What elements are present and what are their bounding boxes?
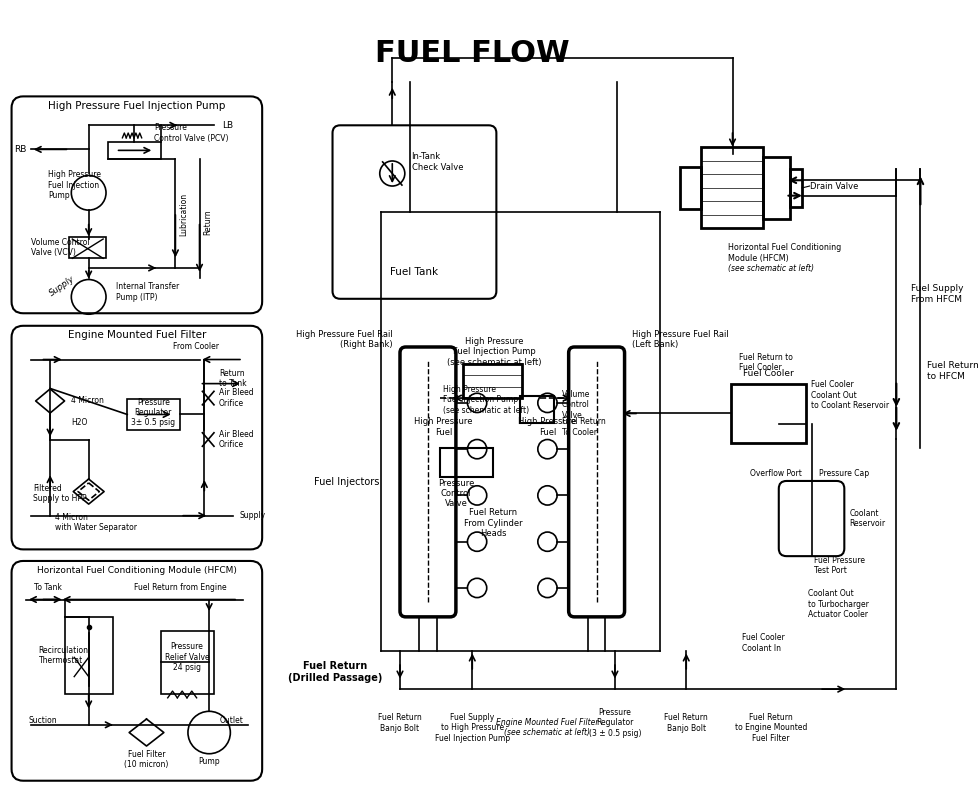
Text: Pressure
Relief Valve
24 psig: Pressure Relief Valve 24 psig: [165, 642, 210, 672]
Text: Volume
Control
Valve: Volume Control Valve: [562, 390, 590, 420]
Text: Fuel Return to
Fuel Cooler: Fuel Return to Fuel Cooler: [739, 353, 793, 372]
Text: To Tank: To Tank: [34, 583, 62, 593]
Text: Engine Mounted Fuel Filter
(see schematic at left): Engine Mounted Fuel Filter (see schemati…: [496, 718, 599, 738]
Bar: [439, 448, 493, 477]
Text: Supply: Supply: [240, 511, 267, 520]
Text: Outlet: Outlet: [220, 717, 243, 726]
Bar: [65, 617, 113, 694]
Bar: [108, 142, 161, 159]
Text: Coolant
Reservoir: Coolant Reservoir: [849, 509, 885, 528]
Text: Fuel Cooler
Coolant Out
to Coolant Reservoir: Fuel Cooler Coolant Out to Coolant Reser…: [810, 380, 889, 410]
Text: (see schematic at left): (see schematic at left): [728, 265, 813, 274]
Text: 4 Micron
with Water Separator: 4 Micron with Water Separator: [55, 513, 137, 532]
Text: Module (HFCM): Module (HFCM): [728, 254, 789, 263]
Text: In-Tank
Check Valve: In-Tank Check Valve: [412, 152, 464, 172]
Text: High Pressure
Fuel Injection Pump
(see schematic at left): High Pressure Fuel Injection Pump (see s…: [447, 337, 542, 366]
Text: Fuel Cooler
Coolant In: Fuel Cooler Coolant In: [742, 633, 785, 653]
Text: Suction: Suction: [28, 717, 57, 726]
Text: High Pressure Fuel Rail
(Right Bank): High Pressure Fuel Rail (Right Bank): [296, 330, 392, 349]
Text: High Pressure
Fuel Injection Pump
(see schematic at left): High Pressure Fuel Injection Pump (see s…: [443, 385, 529, 415]
Text: Fuel Return from Engine: Fuel Return from Engine: [134, 583, 226, 593]
Bar: [127, 399, 180, 430]
Bar: [161, 631, 214, 694]
Text: Fuel Cooler: Fuel Cooler: [743, 370, 794, 378]
Text: FUEL FLOW: FUEL FLOW: [375, 38, 569, 67]
Text: Fuel Pressure
Test Port: Fuel Pressure Test Port: [814, 556, 865, 575]
Text: Filtered
Supply to HPP: Filtered Supply to HPP: [32, 484, 86, 503]
Text: Pressure
Regulator
3± 0.5 psig: Pressure Regulator 3± 0.5 psig: [131, 398, 175, 427]
Bar: [520, 396, 555, 423]
Text: Recirculation
Thermostat: Recirculation Thermostat: [38, 646, 88, 665]
Text: Volume Control
Valve (VCV): Volume Control Valve (VCV): [30, 238, 89, 258]
Text: Fuel Filter
(10 micron): Fuel Filter (10 micron): [124, 750, 169, 770]
Text: LB: LB: [221, 121, 233, 130]
Text: Fuel Injectors: Fuel Injectors: [315, 477, 379, 487]
Text: Pressure
Regulator
(3 ± 0.5 psig): Pressure Regulator (3 ± 0.5 psig): [589, 708, 641, 738]
Bar: [730, 384, 806, 443]
Text: Horizontal Fuel Conditioning: Horizontal Fuel Conditioning: [728, 243, 841, 252]
Text: Pump: Pump: [198, 757, 220, 766]
Bar: [463, 364, 522, 398]
Bar: [701, 147, 763, 229]
Text: Pressure Cap: Pressure Cap: [819, 469, 869, 478]
Text: From Cooler: From Cooler: [172, 342, 219, 351]
Text: Coolant Out
to Turbocharger
Actuator Cooler: Coolant Out to Turbocharger Actuator Coo…: [808, 590, 868, 619]
Text: H2O: H2O: [72, 418, 87, 426]
Bar: [763, 157, 790, 218]
Text: High Pressure
Fuel: High Pressure Fuel: [415, 418, 472, 437]
Bar: [70, 237, 106, 258]
Text: Fuel Tank: Fuel Tank: [390, 267, 438, 277]
Text: Fuel Return
(Drilled Passage): Fuel Return (Drilled Passage): [288, 661, 382, 682]
Text: Air Bleed
Orifice: Air Bleed Orifice: [219, 430, 254, 450]
Text: Fuel Return
to Engine Mounted
Fuel Filter: Fuel Return to Engine Mounted Fuel Filte…: [735, 713, 808, 742]
Text: Pressure
Control
Valve: Pressure Control Valve: [438, 478, 474, 508]
Text: Drain Valve: Drain Valve: [809, 182, 858, 190]
Text: High Pressure Fuel Rail
(Left Bank): High Pressure Fuel Rail (Left Bank): [632, 330, 729, 349]
Bar: [790, 169, 802, 207]
Text: Fuel Supply
to High Pressure
Fuel Injection Pump: Fuel Supply to High Pressure Fuel Inject…: [435, 713, 510, 742]
Bar: [679, 166, 701, 209]
Text: Overflow Port: Overflow Port: [750, 469, 802, 478]
Text: Fuel Return
From Cylinder
Heads: Fuel Return From Cylinder Heads: [465, 509, 522, 538]
Text: High Pressure
Fuel: High Pressure Fuel: [518, 418, 576, 437]
Text: Fuel Return
To Cooler: Fuel Return To Cooler: [562, 418, 606, 437]
Text: Air Bleed
Orifice: Air Bleed Orifice: [219, 388, 254, 408]
Text: High Pressure
Fuel Injection
Pump: High Pressure Fuel Injection Pump: [48, 170, 101, 200]
Text: High Pressure Fuel Injection Pump: High Pressure Fuel Injection Pump: [48, 101, 225, 111]
Text: Return: Return: [204, 209, 213, 234]
Text: Supply: Supply: [47, 274, 76, 298]
Text: Horizontal Fuel Conditioning Module (HFCM): Horizontal Fuel Conditioning Module (HFC…: [37, 566, 237, 575]
Text: 4 Micron: 4 Micron: [72, 397, 104, 406]
Text: Fuel Return
Banjo Bolt: Fuel Return Banjo Bolt: [664, 713, 709, 733]
Text: Pressure
Control Valve (PCV): Pressure Control Valve (PCV): [154, 123, 228, 142]
Text: Fuel Return
Banjo Bolt: Fuel Return Banjo Bolt: [378, 713, 421, 733]
Text: Fuel Return
to HFCM: Fuel Return to HFCM: [927, 362, 979, 381]
Text: Internal Transfer
Pump (ITP): Internal Transfer Pump (ITP): [116, 282, 179, 302]
Text: Lubrication: Lubrication: [179, 193, 188, 235]
Text: Return
to Tank: Return to Tank: [219, 369, 246, 389]
Text: Engine Mounted Fuel Filter: Engine Mounted Fuel Filter: [68, 330, 206, 341]
Text: Fuel Supply
From HFCM: Fuel Supply From HFCM: [910, 284, 963, 304]
Text: RB: RB: [14, 145, 26, 154]
